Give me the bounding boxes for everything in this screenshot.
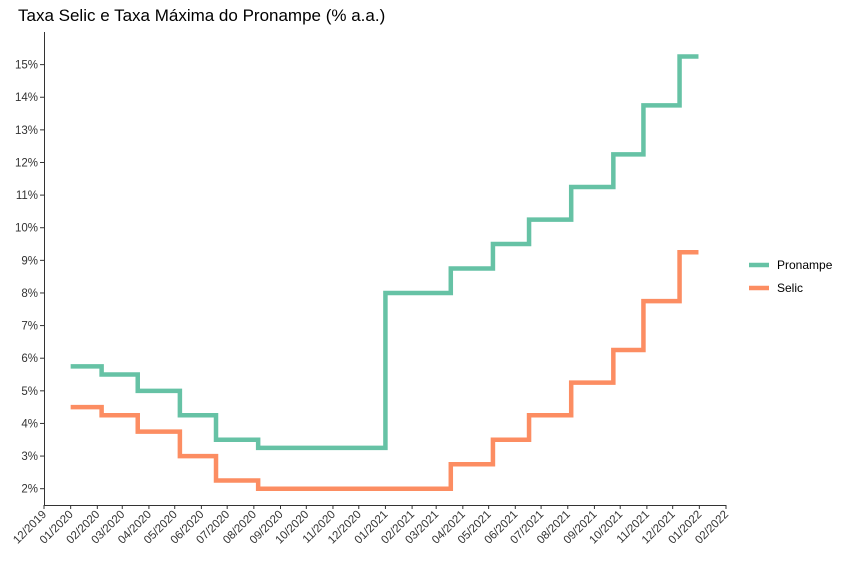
y-tick-label: 8%: [21, 288, 38, 300]
y-tick-label: 11%: [16, 190, 38, 202]
legend: Pronampe Selic: [749, 258, 833, 295]
y-tick-label: 13%: [15, 125, 38, 137]
y-tick-label: 12%: [15, 157, 38, 169]
y-tick-label: 6%: [21, 353, 38, 365]
y-tick-label: 7%: [21, 321, 38, 333]
y-tick-label: 10%: [15, 223, 38, 235]
y-tick-label: 5%: [21, 386, 38, 398]
series-line-pronampe: [70, 54, 699, 451]
series-lines: [70, 54, 699, 491]
legend-label-selic: Selic: [777, 281, 803, 295]
y-ticks: 2% 3% 4% 5% 6% 7% 8% 9% 10% 11% 12% 13% 14% 15%: [15, 60, 44, 496]
y-tick-label: 15%: [15, 60, 38, 72]
y-tick-label: 14%: [15, 92, 38, 104]
y-tick-label: 2%: [21, 484, 38, 496]
legend-label-pronampe: Pronampe: [777, 258, 833, 272]
y-tick-label: 4%: [21, 418, 38, 430]
y-tick-label: 9%: [21, 255, 38, 267]
y-tick-label: 3%: [21, 451, 38, 463]
series-line-selic: [70, 249, 699, 491]
chart-title: Taxa Selic e Taxa Máxima do Pronampe (% …: [18, 6, 386, 25]
x-ticks: 12/201901/202002/202003/202004/202005/20…: [11, 505, 731, 547]
